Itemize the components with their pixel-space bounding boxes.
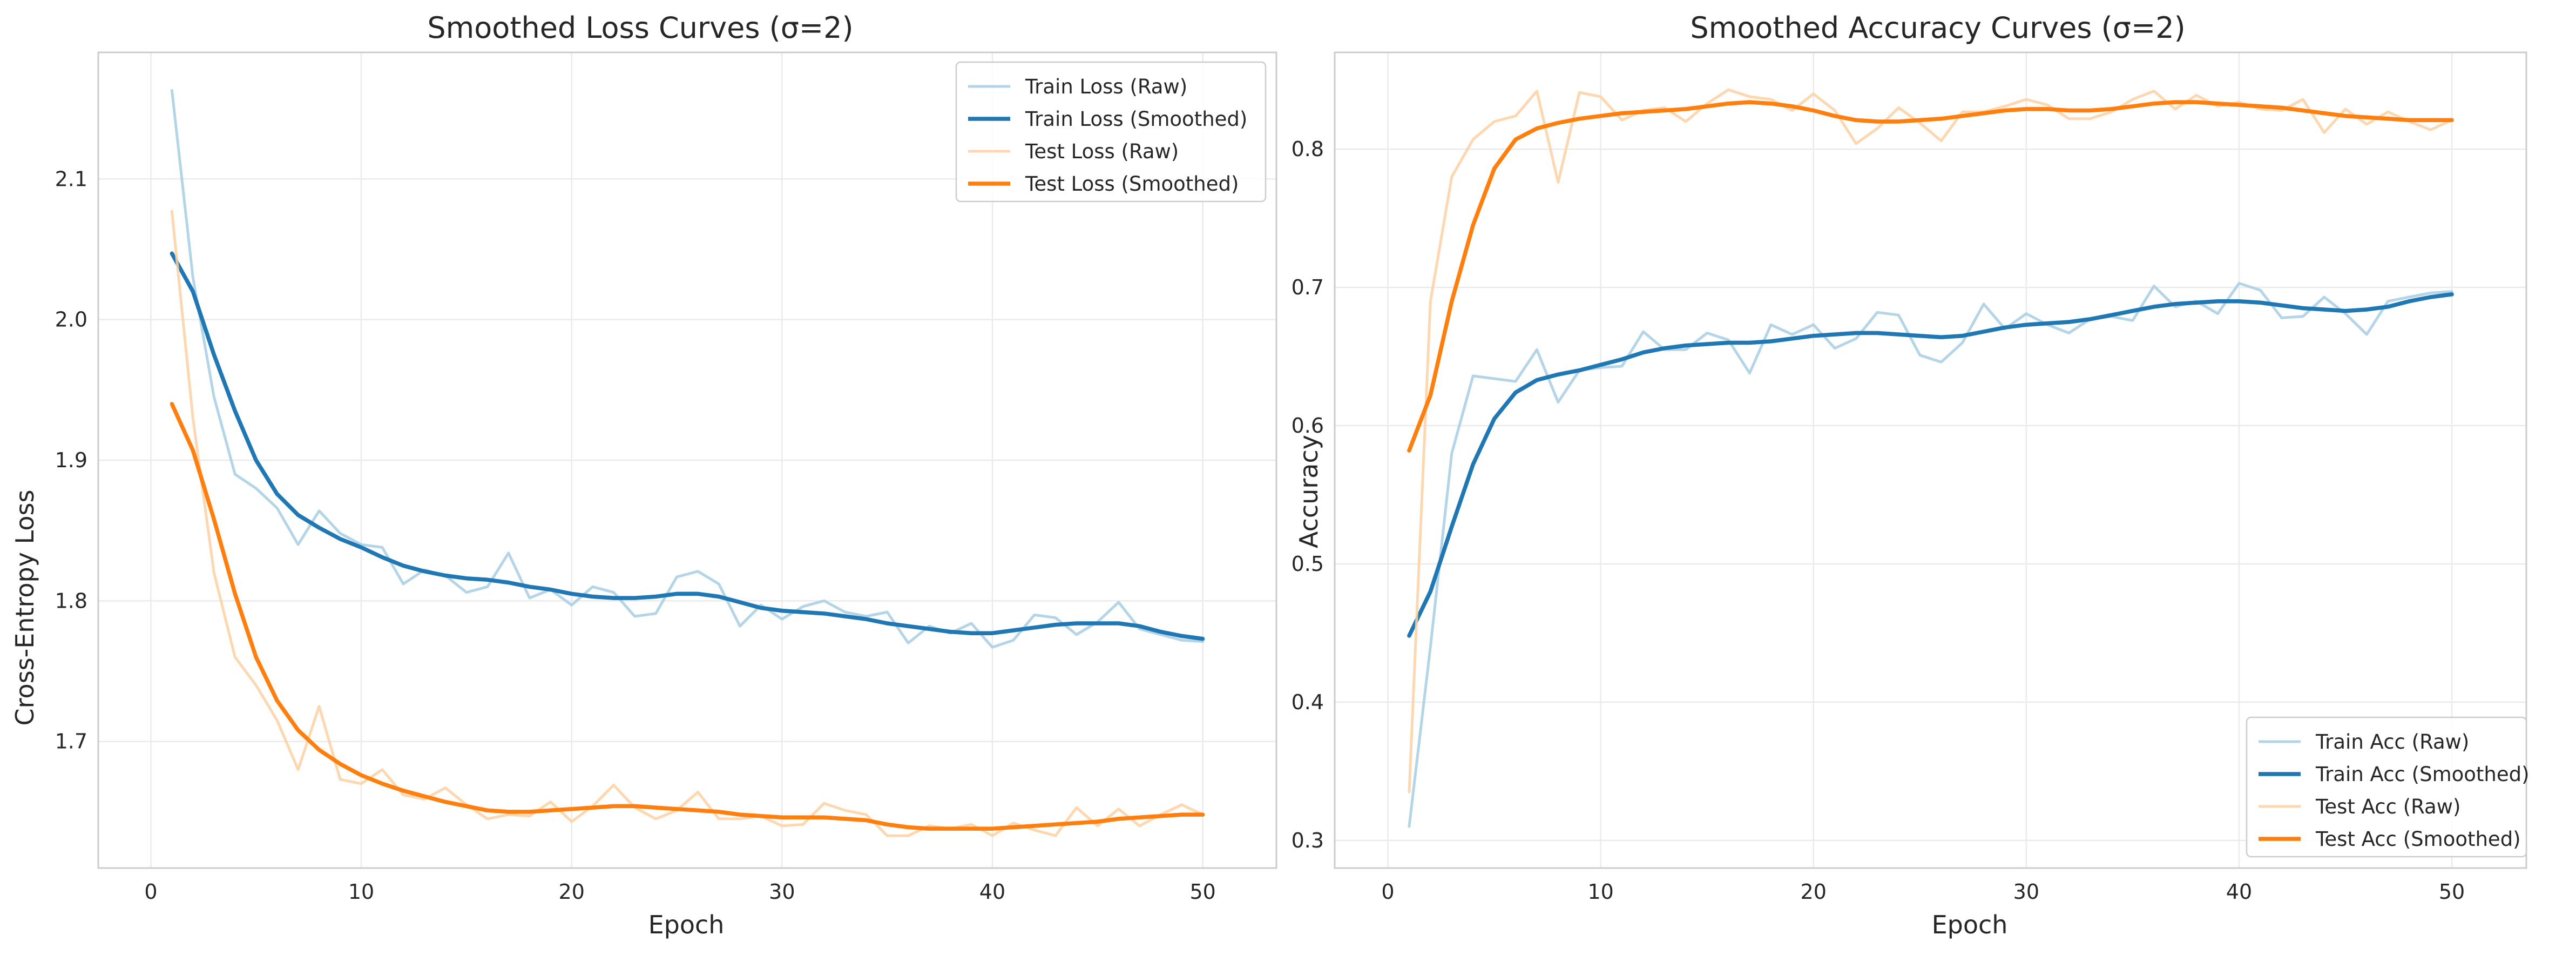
loss-chart-ylabel: Cross-Entropy Loss <box>10 490 39 726</box>
loss-series-test-loss-raw <box>170 210 1205 837</box>
loss-y-tick-label: 1.9 <box>55 448 87 472</box>
loss-x-tick-label: 0 <box>144 880 157 904</box>
accuracy-y-tick-label: 0.5 <box>1292 552 1324 576</box>
accuracy-x-tick-label: 40 <box>2226 880 2252 904</box>
loss-x-tick-label: 50 <box>1189 880 1215 904</box>
loss-legend-label: Test Loss (Smoothed) <box>1025 172 1239 196</box>
accuracy-series-test-acc-raw <box>1408 88 2453 793</box>
accuracy-y-tick-label: 0.7 <box>1292 275 1324 299</box>
accuracy-legend-label: Test Acc (Smoothed) <box>2315 828 2521 851</box>
loss-legend-label: Test Loss (Raw) <box>1025 140 1179 163</box>
accuracy-legend-label: Train Acc (Smoothed) <box>2315 763 2530 786</box>
accuracy-legend-label: Test Acc (Raw) <box>2315 795 2460 818</box>
accuracy-x-tick-label: 20 <box>1801 880 1827 904</box>
loss-series-train-loss-smoothed <box>170 251 1205 641</box>
accuracy-series-test-acc-smoothed <box>1407 100 2454 453</box>
loss-legend-box <box>955 61 1267 203</box>
accuracy-x-tick-label: 50 <box>2439 880 2465 904</box>
accuracy-legend-box <box>2246 716 2527 858</box>
loss-legend: Train Loss (Raw) Train Loss (Smoothed) Tes… <box>955 61 1267 203</box>
loss-x-tick-label: 40 <box>979 880 1005 904</box>
accuracy-x-tick-label: 30 <box>2013 880 2039 904</box>
accuracy-series-train-acc-smoothed <box>1407 292 2454 638</box>
loss-chart-plot-area: 0 10 20 30 40 50 1.7 1.8 1.9 2.0 2.1 Train Loss (Ra… <box>55 51 1277 904</box>
accuracy-chart-panel: Smoothed Accuracy Curves (σ=2) Accuracy … <box>1292 11 2530 939</box>
loss-x-tick-label: 10 <box>348 880 374 904</box>
accuracy-x-tick-label: 0 <box>1381 880 1394 904</box>
loss-series-train-loss-raw <box>170 89 1205 649</box>
accuracy-legend-label: Train Acc (Raw) <box>2315 730 2469 754</box>
accuracy-plot-frame <box>1334 51 2527 869</box>
accuracy-x-tick-label: 10 <box>1587 880 1613 904</box>
accuracy-y-tick-label: 0.4 <box>1292 690 1324 714</box>
loss-chart-panel: Smoothed Loss Curves (σ=2) Cross-Entropy… <box>10 11 1277 939</box>
loss-y-tick-label: 1.8 <box>55 589 87 613</box>
accuracy-legend: Train Acc (Raw) Train Acc (Smoothed) Test … <box>2246 716 2530 858</box>
accuracy-chart-ylabel: Accuracy <box>1294 435 1323 548</box>
loss-y-tick-label: 2.0 <box>55 308 87 332</box>
loss-plot-frame <box>97 51 1277 869</box>
loss-x-tick-label: 20 <box>559 880 585 904</box>
loss-y-tick-label: 1.7 <box>55 730 87 754</box>
accuracy-chart-title: Smoothed Accuracy Curves (σ=2) <box>1690 11 2185 45</box>
accuracy-chart-plot-area: 0 10 20 30 40 50 0.3 0.4 0.5 0.6 0.7 0.8 Train Acc (… <box>1292 51 2530 904</box>
accuracy-y-tick-label: 0.6 <box>1292 414 1324 438</box>
loss-y-tick-label: 2.1 <box>55 167 87 191</box>
accuracy-y-tick-label: 0.8 <box>1292 137 1324 161</box>
loss-chart-xlabel: Epoch <box>648 910 725 939</box>
loss-legend-label: Train Loss (Smoothed) <box>1025 107 1247 131</box>
loss-legend-label: Train Loss (Raw) <box>1025 75 1187 98</box>
loss-series-test-loss-smoothed <box>170 402 1205 831</box>
loss-x-tick-label: 30 <box>769 880 795 904</box>
loss-chart-title: Smoothed Loss Curves (σ=2) <box>427 11 853 45</box>
accuracy-chart-xlabel: Epoch <box>1932 910 2008 939</box>
accuracy-y-tick-label: 0.3 <box>1292 829 1324 852</box>
